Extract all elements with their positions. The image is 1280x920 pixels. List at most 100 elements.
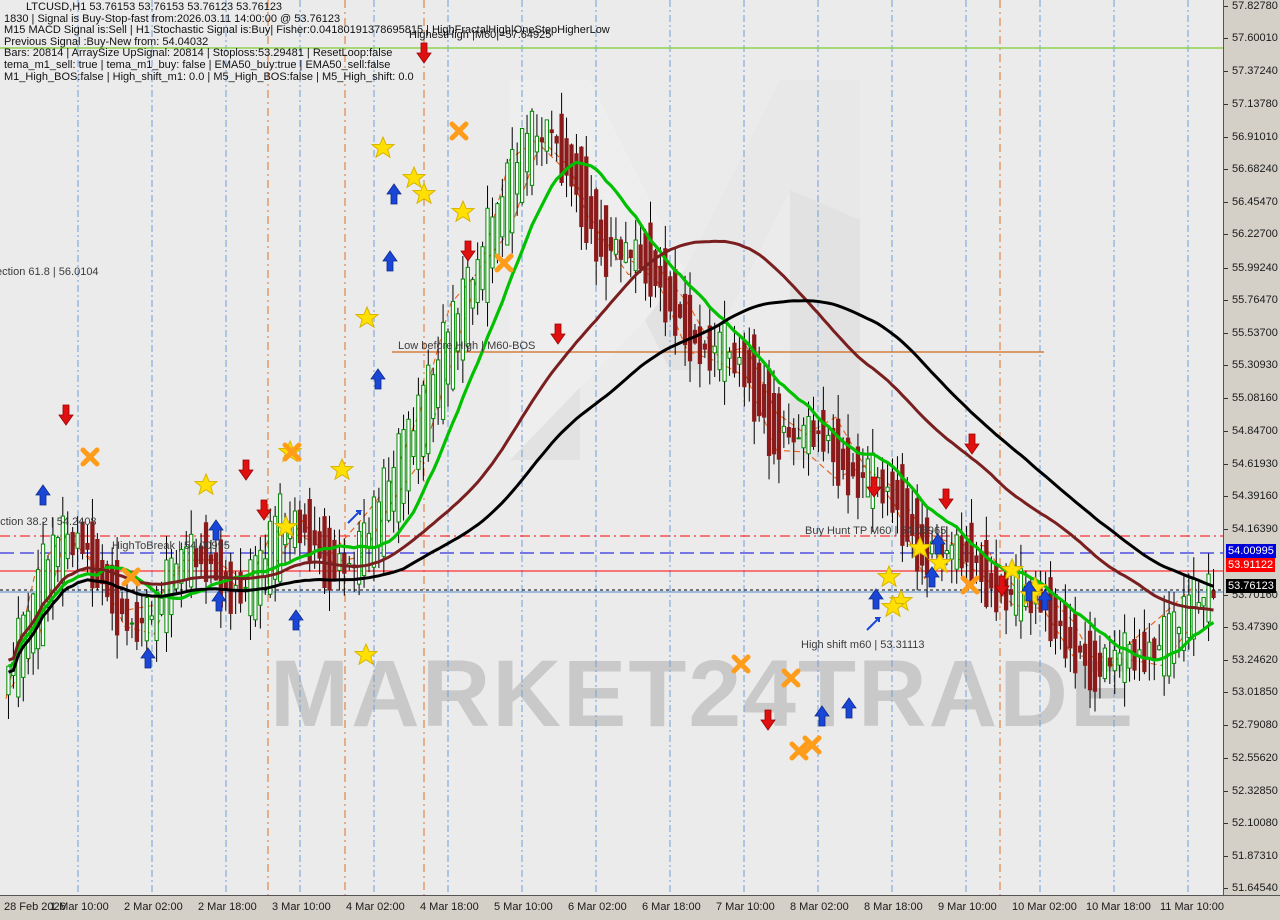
hollow-arrow-marker	[347, 510, 361, 524]
arrow-down-marker	[238, 459, 254, 481]
star-marker	[371, 136, 395, 158]
price-tick-label: 55.76470	[1232, 294, 1278, 307]
time-tick-label: 6 Mar 18:00	[642, 901, 701, 913]
annotation-highest-high: HighestHigh |M60|=57.64925	[409, 29, 552, 41]
price-tick-label: 56.22700	[1232, 228, 1278, 241]
price-tick-label: 55.53700	[1232, 326, 1278, 339]
time-tick-label: 4 Mar 18:00	[420, 901, 479, 913]
cross-marker	[497, 256, 511, 270]
price-tick-label: 55.99240	[1232, 261, 1278, 274]
time-tick-label: 2 Mar 18:00	[198, 901, 257, 913]
price-marker-red: 53.91122	[1226, 557, 1276, 572]
annotation-buy-hunt-tp: Buy Hunt TP M60 | 54.08965	[805, 525, 947, 537]
star-marker	[402, 166, 426, 188]
price-tick-label: 56.45470	[1232, 195, 1278, 208]
chart-info-header: LTCUSD,H1 53.76153 53.76153 53.76123 53.…	[4, 1, 610, 83]
star-marker	[877, 565, 901, 587]
star-marker	[194, 473, 218, 495]
arrow-up-marker	[211, 590, 227, 612]
price-tick	[1224, 104, 1228, 106]
price-tick-label: 55.30930	[1232, 359, 1278, 372]
price-tick	[1224, 528, 1228, 530]
price-tick	[1224, 692, 1228, 694]
price-tick-label: 54.16390	[1232, 522, 1278, 535]
arrow-down-marker	[964, 433, 980, 455]
symbol-period-label: LTCUSD,H1 53.76153 53.76153 53.76123 53.…	[26, 1, 283, 13]
time-tick-label: 9 Mar 10:00	[938, 901, 997, 913]
price-scale[interactable]: 57.82780 57.60010 57.37240 57.13780 56.91010…	[1223, 0, 1280, 896]
ma-black-line	[7, 299, 1215, 674]
price-tick	[1224, 888, 1228, 889]
time-tick-label: 4 Mar 02:00	[346, 901, 405, 913]
price-tick	[1224, 397, 1228, 399]
price-tick-label: 52.10080	[1232, 817, 1278, 830]
price-tick	[1224, 70, 1228, 72]
price-tick-label: 57.13780	[1232, 98, 1278, 111]
price-tick	[1224, 234, 1228, 236]
price-tick	[1224, 823, 1228, 825]
price-tick	[1224, 300, 1228, 302]
time-tick-label: 28 Feb 2026	[4, 901, 66, 913]
cross-marker	[784, 671, 798, 685]
price-tick-label: 54.61930	[1232, 457, 1278, 470]
info-line-macd: M15 MACD Signal is:Sell | H1 Stochastic …	[4, 24, 610, 37]
info-line-bars: Bars: 20814 | ArraySize UpSignal: 20814 …	[4, 47, 393, 60]
price-tick-label: 56.91010	[1232, 130, 1278, 143]
time-tick-label: 10 Mar 02:00	[1012, 901, 1077, 913]
price-tick	[1224, 463, 1228, 465]
annotation-projection-618: ection 61.8 | 56.0104	[0, 266, 99, 278]
star-marker	[330, 458, 354, 480]
price-marker-black: 53.76123	[1226, 579, 1276, 594]
time-tick-label: 2 Mar 02:00	[124, 901, 183, 913]
price-tick-label: 52.55620	[1232, 752, 1278, 765]
price-tick-label: 52.79080	[1232, 718, 1278, 731]
arrow-up-marker	[386, 183, 402, 205]
price-tick-label: 54.84700	[1232, 425, 1278, 438]
price-tick-label: 55.08160	[1232, 391, 1278, 404]
time-tick-label: 11 Mar 10:00	[1160, 901, 1225, 913]
price-tick-label: 51.87310	[1232, 849, 1278, 862]
ma-dark-red-line	[7, 239, 1214, 662]
annotation-projection-382: ection 38.2 | 54.2408	[0, 516, 97, 528]
arrow-up-marker	[370, 368, 386, 390]
arrow-up-marker	[841, 697, 857, 719]
price-tick	[1224, 267, 1228, 269]
price-tick	[1224, 758, 1228, 760]
cross-marker	[734, 657, 748, 671]
time-tick-label: 8 Mar 18:00	[864, 901, 923, 913]
chart-plot-area[interactable]: MARKET24TRADE	[0, 0, 1224, 896]
price-tick	[1224, 594, 1228, 596]
arrow-up-marker	[140, 647, 156, 669]
arrow-down-marker	[256, 499, 272, 521]
price-tick	[1224, 724, 1228, 726]
price-tick	[1224, 169, 1228, 171]
price-tick	[1224, 790, 1228, 792]
time-tick-label: 6 Mar 02:00	[568, 901, 627, 913]
price-tick-label: 51.64540	[1232, 882, 1278, 894]
time-scale[interactable]: 28 Feb 2026 1 Mar 10:00 2 Mar 02:00 2 Mar 1…	[0, 895, 1280, 920]
price-tick	[1224, 201, 1228, 203]
info-line-tema: tema_m1_sell: true | tema_m1_buy: false …	[4, 58, 391, 71]
price-tick-label: 54.39160	[1232, 490, 1278, 503]
arrow-down-marker	[58, 404, 74, 426]
price-marker-blue: 54.00995	[1226, 543, 1276, 558]
time-tick-label: 7 Mar 10:00	[716, 901, 775, 913]
arrow-down-marker	[938, 488, 954, 510]
candlestick-series	[6, 92, 1216, 720]
arrow-up-marker	[35, 484, 51, 506]
time-tick-label: 5 Mar 10:00	[494, 901, 553, 913]
price-tick-label: 56.68240	[1232, 163, 1278, 176]
price-tick	[1224, 38, 1228, 40]
price-tick-label: 57.60010	[1232, 32, 1278, 45]
price-tick-label: 53.47390	[1232, 621, 1278, 634]
price-tick	[1224, 659, 1228, 661]
price-tick	[1224, 431, 1228, 433]
star-marker	[451, 200, 475, 222]
arrow-up-marker	[288, 609, 304, 631]
price-tick-label: 53.01850	[1232, 686, 1278, 699]
info-line-signal: 1830 | Signal is Buy-Stop-fast from:2026…	[4, 12, 341, 25]
price-tick	[1224, 627, 1228, 629]
time-tick-label: 8 Mar 02:00	[790, 901, 849, 913]
arrow-down-marker	[760, 709, 776, 731]
